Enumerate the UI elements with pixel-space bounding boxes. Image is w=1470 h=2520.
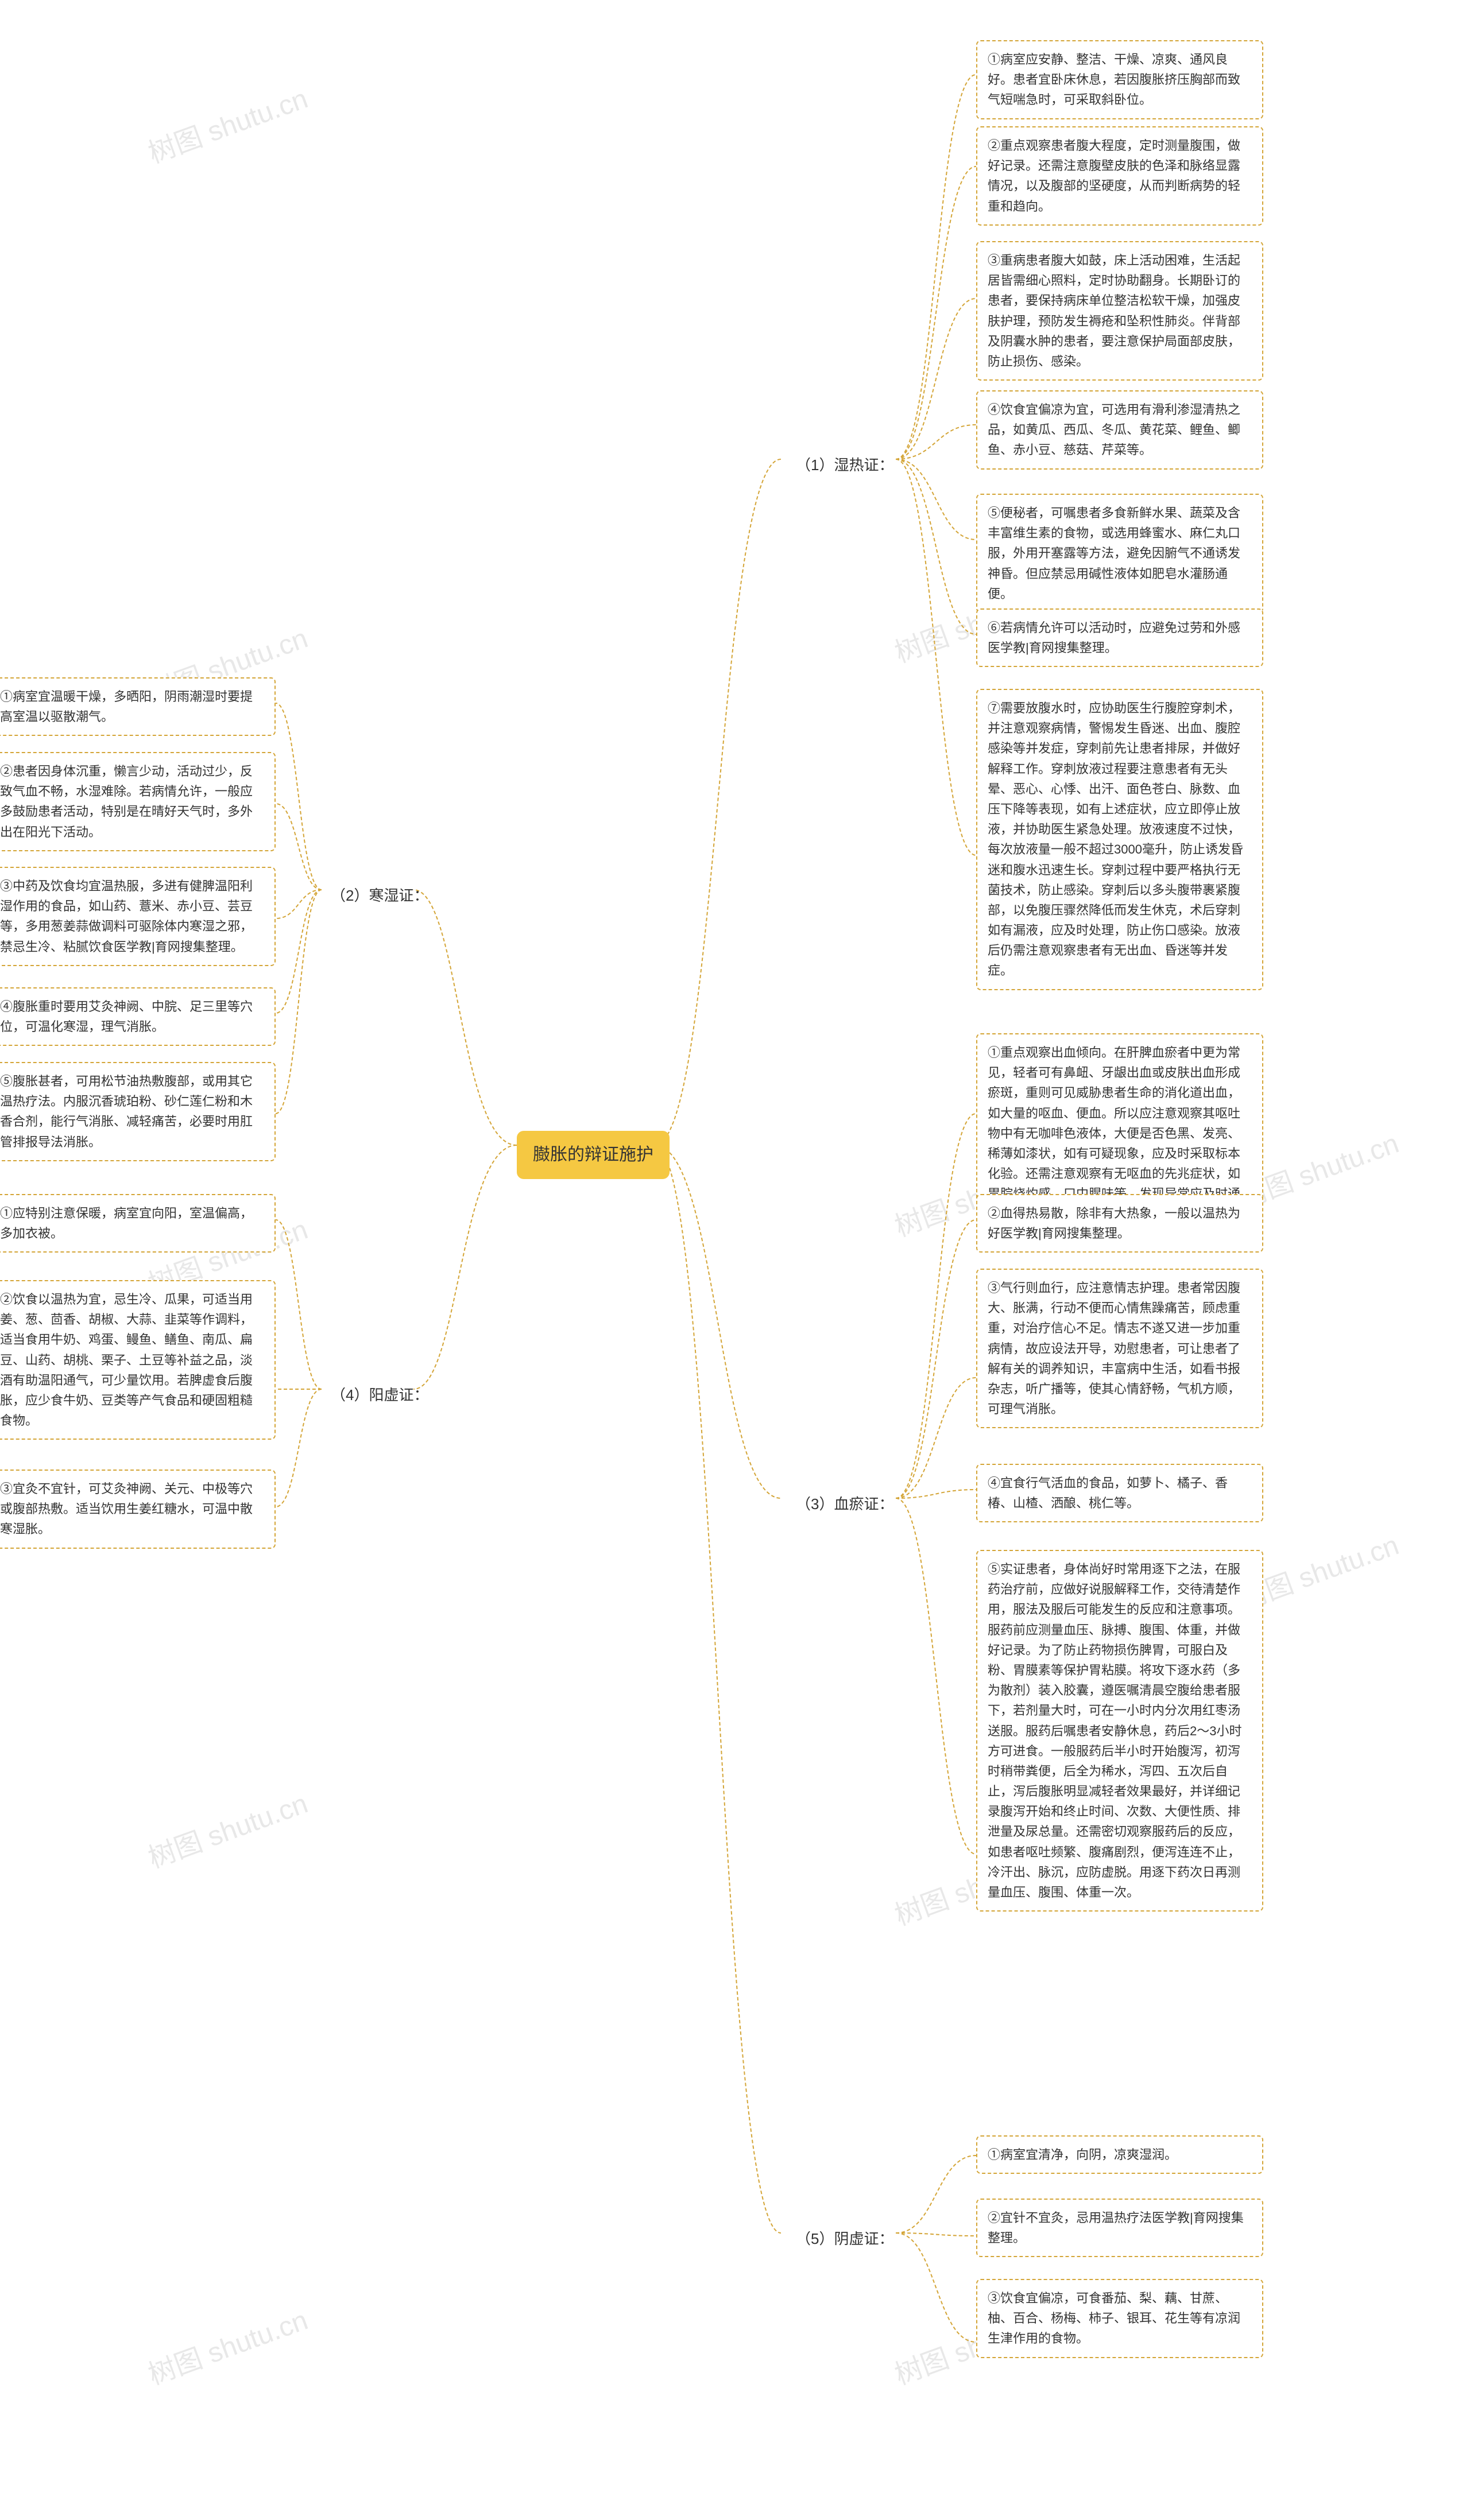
watermark: 树图 shutu.cn [142,76,312,170]
branch-damp-heat: （1）湿热证： [787,448,903,483]
leaf-node: ②重点观察患者腹大程度，定时测量腹围，做好记录。还需注意腹壁皮肤的色泽和脉络显露… [976,126,1263,226]
leaf-node: ⑤腹胀甚者，可用松节油热敷腹部，或用其它温热疗法。内服沉香琥珀粉、砂仁莲仁粉和木… [0,1062,276,1161]
center-node: 臌胀的辩证施护 [517,1131,670,1179]
leaf-node: ⑦需要放腹水时，应协助医生行腹腔穿刺术，并注意观察病情，警惕发生昏迷、出血、腹腔… [976,689,1263,990]
leaf-node: ⑤便秘者，可嘱患者多食新鲜水果、蔬菜及含丰富维生素的食物，或选用蜂蜜水、麻仁丸口… [976,494,1263,613]
leaf-node: ①应特别注意保暖，病室宜向阳，室温偏高，多加衣被。 [0,1194,276,1253]
leaf-node: ③中药及饮食均宜温热服，多进有健脾温阳利湿作用的食品，如山药、薏米、赤小豆、芸豆… [0,867,276,966]
leaf-node: ⑥若病情允许可以活动时，应避免过劳和外感医学教|育网搜集整理。 [976,608,1263,667]
leaf-node: ②饮食以温热为宜，忌生冷、瓜果，可适当用姜、葱、茴香、胡椒、大蒜、韭菜等作调料，… [0,1280,276,1440]
leaf-node: ①病室应安静、整洁、干燥、凉爽、通风良好。患者宜卧床休息，若因腹胀挤压胸部而致气… [976,40,1263,119]
leaf-node: ②患者因身体沉重，懒言少动，活动过少，反致气血不畅，水湿难除。若病情允许，一般应… [0,752,276,851]
branch-cold-damp: （2）寒湿证： [322,878,438,914]
leaf-node: ②宜针不宜灸，忌用温热疗法医学教|育网搜集整理。 [976,2199,1263,2257]
watermark: 树图 shutu.cn [142,1781,312,1875]
leaf-node: ①病室宜清净，向阴，凉爽湿润。 [976,2135,1263,2174]
branch-blood-stasis: （3）血瘀证： [787,1487,903,1522]
leaf-node: ④腹胀重时要用艾灸神阙、中脘、足三里等穴位，可温化寒湿，理气消胀。 [0,987,276,1046]
leaf-node: ③重病患者腹大如鼓，床上活动困难，生活起居皆需细心照料，定时协助翻身。长期卧订的… [976,241,1263,381]
leaf-node: ②血得热易散，除非有大热象，一般以温热为好医学教|育网搜集整理。 [976,1194,1263,1253]
leaf-node: ③饮食宜偏凉，可食番茄、梨、藕、甘蔗、柚、百合、杨梅、柿子、银耳、花生等有凉润生… [976,2279,1263,2358]
branch-yang-deficiency: （4）阳虚证： [322,1378,438,1413]
watermark: 树图 shutu.cn [142,2297,312,2392]
leaf-node: ③宜灸不宜针，可艾灸神阙、关元、中极等穴或腹部热敷。适当饮用生姜红糖水，可温中散… [0,1470,276,1549]
branch-yin-deficiency: （5）阴虚证： [787,2222,903,2257]
leaf-node: ③气行则血行，应注意情志护理。患者常因腹大、胀满，行动不便而心情焦躁痛苦，顾虑重… [976,1269,1263,1428]
leaf-node: ④宜食行气活血的食品，如萝卜、橘子、香椿、山楂、洒酿、桃仁等。 [976,1464,1263,1522]
leaf-node: ⑤实证患者，身体尚好时常用逐下之法，在服药治疗前，应做好说服解释工作，交待清楚作… [976,1550,1263,1912]
leaf-node: ①病室宜温暖干燥，多晒阳，阴雨潮湿时要提高室温以驱散潮气。 [0,677,276,736]
leaf-node: ④饮食宜偏凉为宜，可选用有滑利渗湿清热之品，如黄瓜、西瓜、冬瓜、黄花菜、鲤鱼、鲫… [976,390,1263,470]
